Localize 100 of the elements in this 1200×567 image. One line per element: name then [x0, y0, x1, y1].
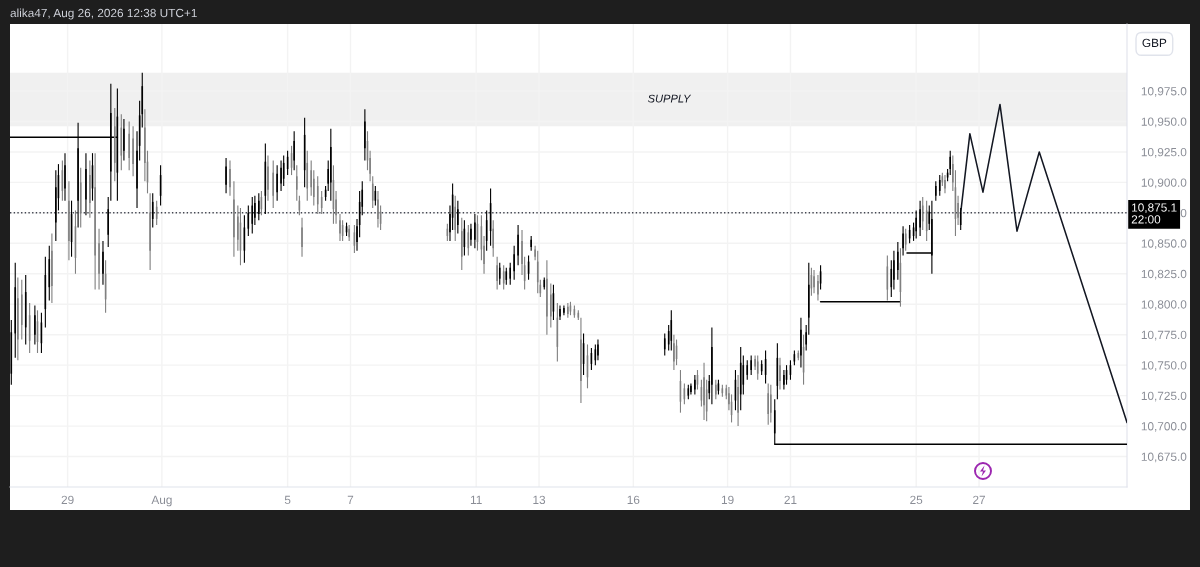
candlestick — [563, 304, 565, 316]
candlestick — [64, 152, 66, 202]
candlestick — [597, 339, 599, 361]
candlestick — [316, 175, 319, 215]
candlestick — [817, 274, 819, 302]
x-tick-label: 5 — [284, 495, 291, 504]
candlestick — [89, 159, 91, 219]
y-tick-label: 10,775.0 — [1141, 330, 1187, 341]
candlestick — [17, 276, 19, 361]
candlestick — [272, 159, 275, 209]
candlestick — [251, 196, 254, 235]
x-tick-label: 29 — [61, 495, 74, 504]
x-tick-label: 13 — [533, 495, 546, 504]
candlestick — [233, 180, 235, 258]
candlestick — [767, 382, 769, 426]
x-tick-label: Aug — [151, 495, 172, 507]
candlestick — [68, 180, 70, 261]
x-tick-label: 11 — [470, 495, 482, 504]
candlestick — [694, 374, 696, 395]
candlestick — [470, 223, 472, 247]
candlestick — [276, 164, 278, 202]
candlestick — [550, 282, 552, 328]
candlestick — [377, 190, 379, 229]
candlestick — [517, 224, 519, 266]
band-label: SUPPLY — [647, 94, 692, 103]
candlestick — [496, 256, 498, 291]
y-tick-label: 10,800.0 — [1141, 300, 1187, 311]
candlestick — [750, 354, 752, 376]
candlestick — [902, 225, 904, 257]
y-tick-label: 10,900.0 — [1141, 178, 1187, 189]
x-tick-label: 25 — [910, 495, 923, 504]
candlestick — [132, 125, 134, 177]
candlestick — [102, 240, 104, 286]
candlestick — [919, 200, 921, 237]
y-tick-label: 10,725.0 — [1141, 391, 1187, 402]
ref-line-label: 10,875.1 22:00 — [1131, 203, 1177, 224]
candlestick — [663, 332, 666, 356]
candlestick — [94, 152, 96, 291]
x-tick-label: 21 — [784, 495, 797, 504]
candlestick — [779, 357, 781, 391]
y-axis-title: GBP — [1142, 38, 1167, 48]
y-tick-label: 10,925.0 — [1141, 147, 1187, 158]
candlestick — [151, 192, 154, 229]
x-tick-label: 7 — [347, 495, 354, 504]
candlestick — [492, 219, 494, 258]
candlestick — [301, 217, 303, 258]
candlestick — [258, 192, 260, 221]
candlestick — [770, 384, 772, 423]
y-tick-label: 10,950.0 — [1141, 117, 1187, 128]
candlestick — [128, 120, 130, 171]
candlestick — [530, 235, 532, 252]
candlestick — [123, 118, 125, 162]
candlestick — [670, 309, 673, 352]
line-series — [959, 103, 1127, 424]
candlestick — [711, 326, 713, 405]
y-tick-label: 10,700.0 — [1141, 422, 1187, 432]
y-tick-label: 10,850.0 — [1141, 239, 1187, 250]
candlestick — [546, 259, 548, 336]
candlestick — [813, 269, 815, 294]
candlestick — [915, 209, 917, 239]
candlestick — [295, 164, 298, 202]
x-tick-label: 19 — [721, 495, 734, 504]
candlestick — [293, 130, 295, 171]
candlestick — [267, 155, 269, 202]
candlestick — [536, 250, 539, 294]
candlestick — [673, 334, 675, 371]
candlestick — [225, 157, 227, 194]
y-tick-label: 10,675.0 — [1141, 452, 1187, 463]
candlestick — [703, 362, 705, 421]
candlestick — [474, 213, 476, 249]
candlestick — [98, 228, 100, 291]
candlestick — [339, 213, 341, 242]
x-tick-label: 16 — [627, 495, 640, 504]
candlestick — [949, 150, 952, 176]
candlestick — [20, 279, 23, 341]
candlestick — [330, 128, 332, 202]
candlestick — [800, 317, 802, 369]
x-tick-label: 27 — [973, 495, 985, 504]
candlestick — [737, 374, 739, 427]
candlestick — [897, 241, 899, 281]
candlestick — [51, 233, 53, 304]
y-tick-label: 10,825.0 — [1141, 269, 1187, 280]
candlestick — [85, 152, 87, 216]
candlestick — [364, 108, 366, 162]
candlestick — [34, 304, 36, 345]
candlestick — [559, 304, 561, 321]
y-tick-label: 10,975.0 — [1141, 87, 1187, 97]
candlestick — [457, 200, 459, 235]
candlestick — [509, 262, 512, 286]
candlestick — [935, 180, 937, 202]
candlestick — [783, 369, 785, 391]
candlestick — [944, 174, 946, 194]
candlestick — [690, 382, 692, 395]
candlestick — [149, 192, 151, 271]
y-tick-label: 10,750.0 — [1141, 361, 1187, 371]
candlestick — [460, 217, 463, 271]
candlestick — [229, 159, 231, 197]
candlestick — [756, 354, 759, 381]
candlestick — [513, 245, 515, 281]
candlestick — [746, 359, 749, 381]
